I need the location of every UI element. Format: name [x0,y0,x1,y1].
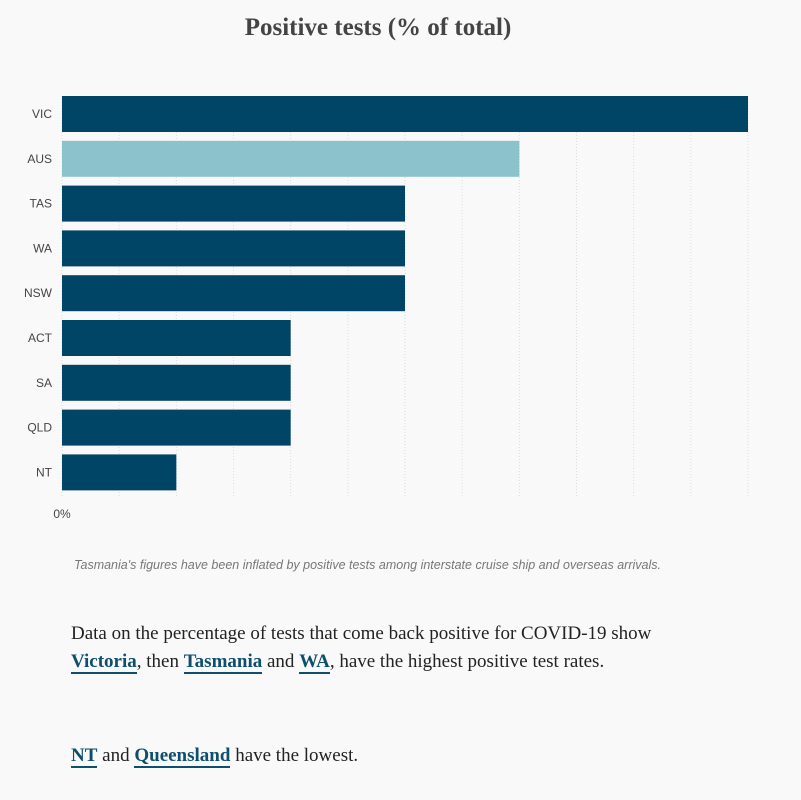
body-paragraph-2: NT and Queensland have the lowest. [71,742,671,770]
category-label-act: ACT [28,331,53,345]
bar-chart: VIC AUS TAS WA NSW ACT SA QLD NT 0% [24,96,749,521]
category-label-nt: NT [36,465,53,479]
bar-sa [62,364,291,401]
bar-aus [62,140,520,177]
chart-title: Positive tests (% of total) [244,14,512,41]
category-label-aus: AUS [27,152,52,166]
chart-footnote: Tasmania's figures have been inflated by… [74,558,661,572]
category-label-wa: WA [33,241,52,255]
category-label-sa: SA [36,376,52,390]
bar-tas [62,185,405,222]
link-victoria[interactable]: Victoria [71,651,137,674]
bar-vic [62,96,748,132]
link-queensland[interactable]: Queensland [134,745,231,768]
x-axis-tick-label: 0% [53,507,71,521]
category-label-vic: VIC [32,107,52,121]
bar-nt [62,454,177,491]
link-tasmania[interactable]: Tasmania [183,651,263,674]
link-nt[interactable]: NT [71,745,98,768]
bar-qld [62,409,291,446]
paragraph-text: , then [136,651,184,672]
paragraph-text: Data on the percentage of tests that com… [71,623,652,644]
chart-category-labels: VIC AUS TAS WA NSW ACT SA QLD NT [24,107,53,479]
category-label-nsw: NSW [24,286,53,300]
chart-bars [62,96,748,491]
paragraph-text: , have the highest positive test rates. [329,651,605,672]
category-label-qld: QLD [27,421,52,435]
bar-nsw [62,275,405,312]
bar-act [62,320,291,356]
paragraph-text: and [97,745,135,766]
body-paragraph-1: Data on the percentage of tests that com… [71,620,671,676]
paragraph-text: have the lowest. [230,745,359,766]
link-wa[interactable]: WA [299,651,330,674]
bar-wa [62,230,405,267]
category-label-tas: TAS [30,197,52,211]
paragraph-text: and [262,651,300,672]
